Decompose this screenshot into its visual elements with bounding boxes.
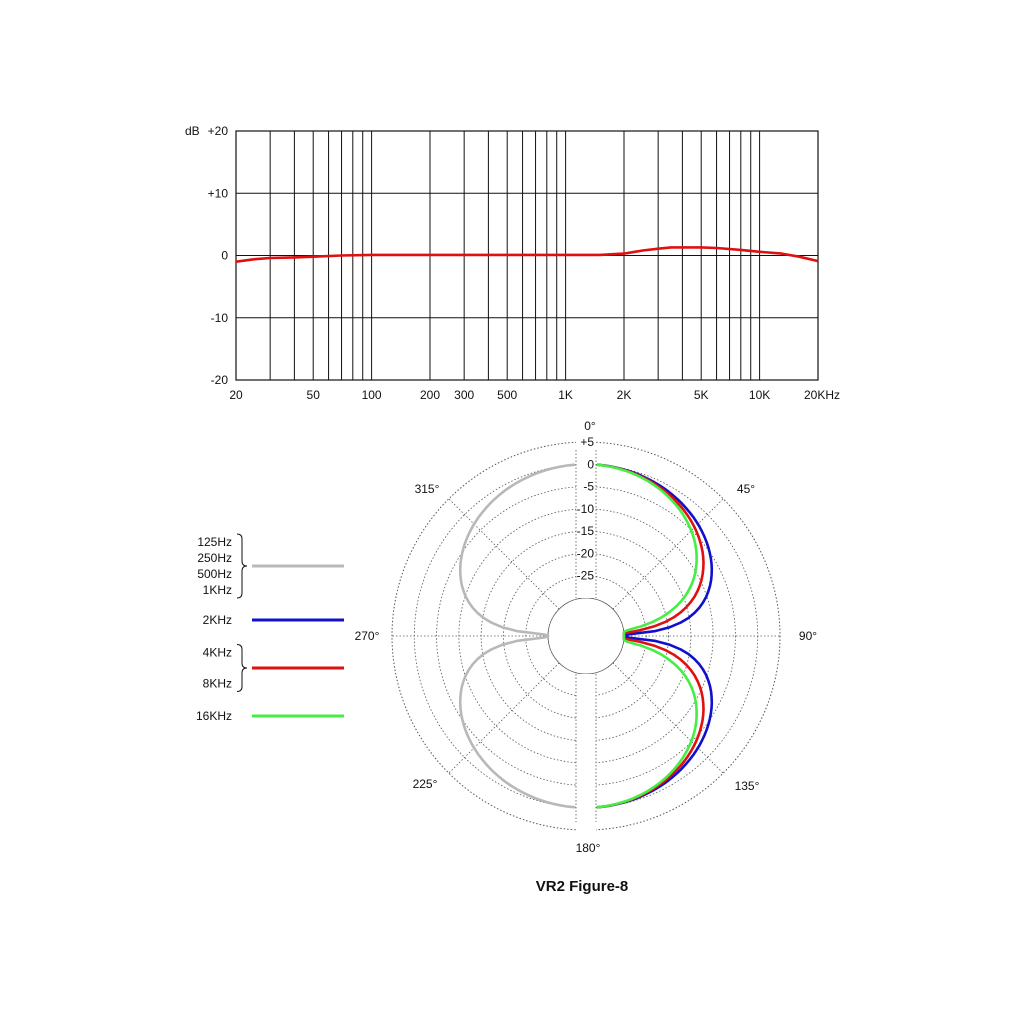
- x-tick-label: 300: [454, 388, 474, 402]
- polar-spoke: [448, 662, 560, 774]
- polar-angle-label: 45°: [737, 482, 755, 496]
- polar-angle-labels: 0° 45° 90° 135° 180° 225° 270° 315°: [355, 419, 818, 855]
- polar-radial-labels: +5 0 -5 -10 -15 -20 -25: [577, 435, 595, 583]
- y-tick-label: -10: [211, 311, 229, 325]
- polar-spoke: [612, 498, 724, 610]
- legend-label: 4KHz: [203, 646, 232, 660]
- x-tick-label: 500: [497, 388, 517, 402]
- polar-radial-label: +5: [580, 435, 594, 449]
- figure-caption: VR2 Figure-8: [536, 878, 629, 895]
- x-tick-label: 10K: [749, 388, 770, 402]
- legend-label: 2KHz: [203, 613, 232, 627]
- x-tick-label: 1K: [558, 388, 573, 402]
- y-axis-unit-label: dB: [185, 124, 200, 138]
- radial-label-background: [576, 674, 596, 832]
- legend-brace: [236, 644, 248, 692]
- x-tick-label: 20: [229, 388, 243, 402]
- polar-pattern-curve: [595, 463, 698, 809]
- polar-radial-label: -10: [577, 502, 595, 516]
- x-tick-labels: 20 50 100 200 300 500 1K 2K 5K 10K 20KHz: [229, 388, 840, 402]
- polar-pattern-chart: 0° 45° 90° 135° 180° 225° 270° 315° +5 0 -5 -10 -15…: [355, 419, 818, 855]
- y-tick-label: +10: [208, 186, 229, 200]
- polar-angle-label: 180°: [576, 841, 601, 855]
- y-tick-labels: +20 +10 0 -10 -20: [208, 124, 229, 387]
- y-tick-label: -20: [211, 373, 229, 387]
- x-tick-label: 20KHz: [804, 388, 840, 402]
- legend-label: 8KHz: [203, 677, 232, 691]
- legend-label: 250Hz: [197, 551, 232, 565]
- y-tick-label: 0: [221, 249, 228, 263]
- frequency-response-chart: dB +20 +10 0 -10 -20 20 50 100 200 300 500 1K 2K 5K 1…: [185, 124, 840, 402]
- polar-radial-label: -5: [583, 480, 594, 494]
- x-tick-label: 100: [362, 388, 382, 402]
- polar-ring: [503, 553, 669, 719]
- y-tick-label: +20: [208, 124, 229, 138]
- x-tick-label: 2K: [617, 388, 632, 402]
- polar-angle-label: 90°: [799, 629, 817, 643]
- polar-radial-label: 0: [587, 457, 594, 471]
- polar-curves: [458, 440, 714, 832]
- legend-brace: [236, 533, 248, 599]
- frequency-response-curve-group: [235, 246, 819, 263]
- polar-angle-label: 0°: [584, 419, 596, 433]
- x-tick-label: 50: [307, 388, 321, 402]
- polar-spoke: [612, 662, 724, 774]
- polar-angle-label: 270°: [355, 629, 380, 643]
- x-tick-label: 200: [420, 388, 440, 402]
- x-tick-label: 5K: [694, 388, 709, 402]
- polar-spoke: [448, 498, 560, 610]
- legend-label: 16KHz: [196, 709, 232, 723]
- legend-label: 500Hz: [197, 567, 232, 581]
- polar-radial-label: -15: [577, 524, 595, 538]
- polar-radial-label: -25: [577, 569, 595, 583]
- frequency-response-line: [235, 246, 819, 263]
- polar-radial-label: -20: [577, 546, 595, 560]
- legend-label: 125Hz: [197, 535, 232, 549]
- polar-angle-label: 315°: [415, 482, 440, 496]
- polar-pattern-curve: [458, 463, 577, 809]
- polar-angle-label: 225°: [413, 777, 438, 791]
- polar-angle-label: 135°: [735, 779, 760, 793]
- polar-center-disc: [547, 597, 625, 675]
- legend-label: 1KHz: [203, 583, 232, 597]
- radial-label-background: [576, 440, 596, 598]
- polar-legend: 125Hz 250Hz 500Hz 1KHz 2KHz 4KHz 8KHz 16KHz: [196, 533, 344, 723]
